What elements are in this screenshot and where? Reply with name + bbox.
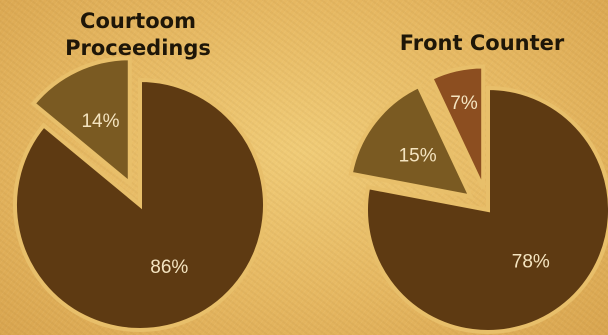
pie-chart-courtroom: 86% 14% xyxy=(13,56,267,332)
slice-value-label-0-0: 86% xyxy=(150,257,188,278)
chart-title-courtroom: Courtoom Proceedings xyxy=(65,9,211,60)
pie-slice-1-0 xyxy=(364,85,608,334)
slice-value-label-1-2: 7% xyxy=(450,93,478,114)
pie-slice-0-1 xyxy=(30,56,132,188)
slice-value-label-1-0: 78% xyxy=(512,252,550,273)
pie-chart-front-counter: 78% 15% 7% xyxy=(348,64,608,334)
chart-title-front-counter: Front Counter xyxy=(399,31,565,55)
pie-slice-1-1 xyxy=(348,83,475,200)
pie-slice-0-0 xyxy=(13,77,267,332)
slice-value-label-1-1: 15% xyxy=(399,145,437,166)
slice-value-label-0-1: 14% xyxy=(81,111,119,132)
pie-slice-1-2 xyxy=(428,64,486,190)
